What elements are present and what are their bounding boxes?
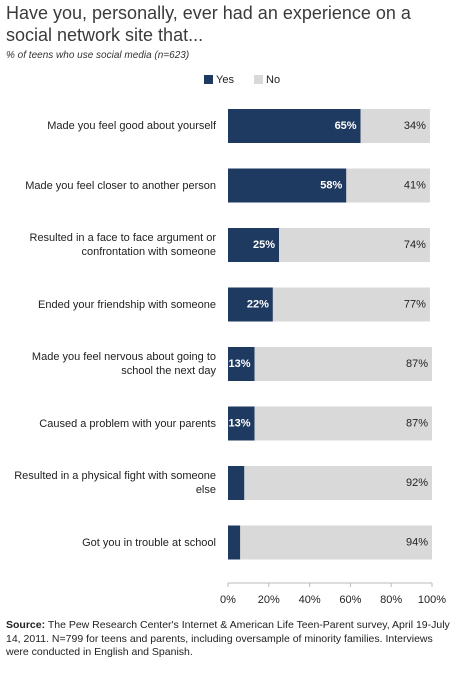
- bar-segment: [254, 347, 432, 381]
- data-label: 41%: [404, 179, 426, 191]
- legend-swatch: [254, 75, 263, 84]
- legend-swatch: [204, 75, 213, 84]
- x-tick-label: 100%: [418, 594, 446, 606]
- source-label: Source:: [6, 619, 46, 631]
- legend-label: No: [266, 74, 280, 86]
- category-label: Made you feel closer to another person: [25, 179, 216, 192]
- data-label: 65%: [335, 120, 357, 132]
- data-label: 74%: [404, 239, 426, 251]
- source-text: The Pew Research Center's Internet & Ame…: [6, 619, 450, 658]
- x-tick-label: 0%: [220, 594, 236, 606]
- x-tick-label: 80%: [380, 594, 402, 606]
- category-label: Made you feel good about yourself: [47, 120, 216, 132]
- data-label: 87%: [406, 358, 428, 370]
- data-label: 92%: [406, 477, 428, 489]
- bar-segment: [228, 109, 361, 143]
- legend-label: Yes: [216, 74, 234, 86]
- category-label: Caused a problem with your parents: [39, 417, 216, 430]
- category-label: Resulted in a physical fight with someon…: [14, 470, 216, 496]
- data-label: 13%: [228, 417, 250, 429]
- x-tick-label: 40%: [299, 594, 321, 606]
- category-label: Ended your friendship with someone: [38, 298, 216, 311]
- x-tick-label: 60%: [339, 594, 361, 606]
- bar-segment: [228, 287, 273, 322]
- bar-segment: [228, 406, 255, 441]
- data-label: 34%: [404, 120, 426, 132]
- data-label: 77%: [404, 298, 426, 310]
- category-label: Resulted in a face to face argument or c…: [29, 232, 217, 258]
- x-tick-label: 20%: [258, 594, 280, 606]
- bar-segment: [228, 168, 347, 203]
- category-label: Got you in trouble at school: [82, 536, 216, 549]
- data-label: 22%: [247, 298, 269, 310]
- bar-segment: [272, 287, 430, 322]
- bar-segment: [279, 228, 430, 262]
- chart-title: Have you, personally, ever had an experi…: [6, 3, 411, 45]
- bar-segment: [228, 525, 241, 560]
- chart-subtitle: % of teens who use social media (n=623): [6, 50, 190, 61]
- source-note: Source: The Pew Research Center's Intern…: [6, 619, 456, 660]
- bar-segment: [228, 228, 279, 262]
- bar-segment: [240, 525, 432, 560]
- bar-segment: [244, 466, 432, 500]
- data-label: 87%: [406, 417, 428, 429]
- bar-segment: [228, 347, 255, 381]
- bar-segment: [228, 466, 245, 500]
- bar-segment: [254, 406, 432, 441]
- category-label: Made you feel nervous about going to sch…: [31, 351, 216, 377]
- data-label: 25%: [253, 239, 275, 251]
- data-label: 58%: [320, 179, 342, 191]
- data-label: 13%: [228, 358, 250, 370]
- bar-segment: [360, 109, 430, 143]
- data-label: 94%: [406, 536, 428, 548]
- bar-segment: [346, 168, 430, 203]
